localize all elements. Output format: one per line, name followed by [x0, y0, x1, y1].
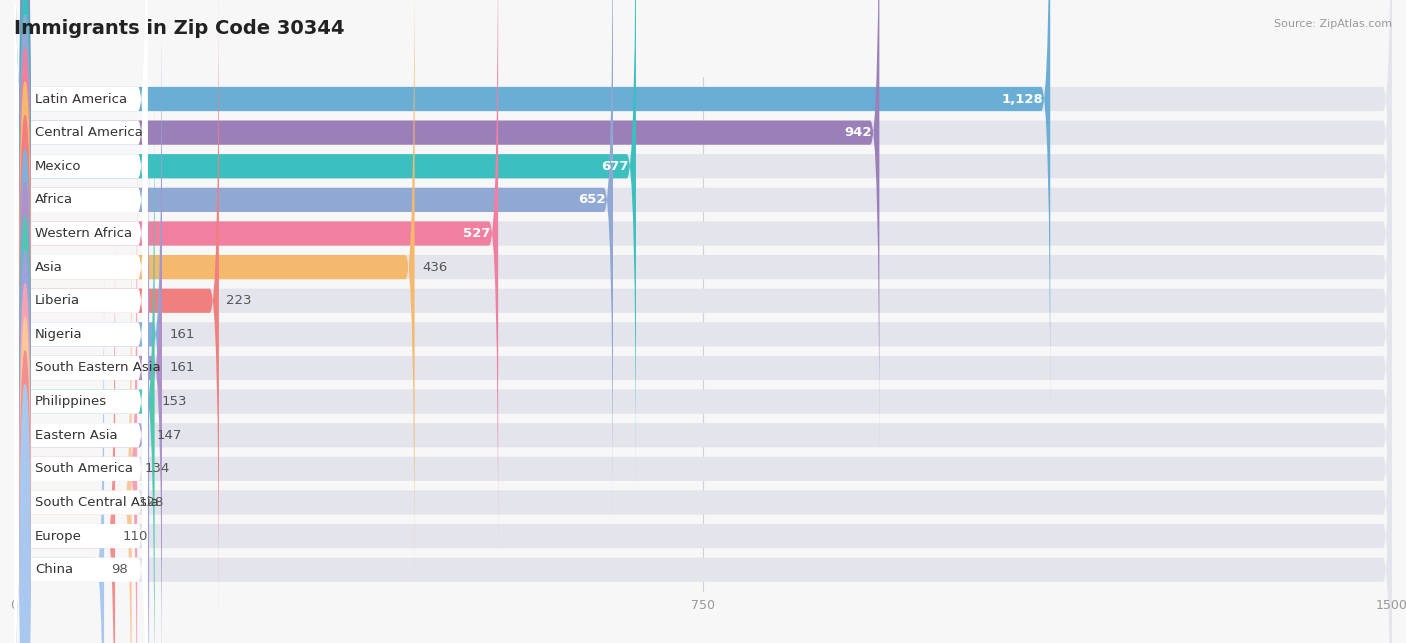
- Text: Immigrants in Zip Code 30344: Immigrants in Zip Code 30344: [14, 19, 344, 39]
- Text: Nigeria: Nigeria: [35, 328, 83, 341]
- Circle shape: [20, 0, 30, 284]
- FancyBboxPatch shape: [14, 0, 148, 625]
- Circle shape: [20, 284, 30, 643]
- Text: 153: 153: [162, 395, 187, 408]
- FancyBboxPatch shape: [14, 145, 1392, 643]
- Text: 527: 527: [464, 227, 491, 240]
- Text: Mexico: Mexico: [35, 159, 82, 173]
- FancyBboxPatch shape: [14, 0, 879, 457]
- FancyBboxPatch shape: [14, 44, 148, 643]
- Circle shape: [20, 15, 30, 385]
- Text: Latin America: Latin America: [35, 93, 128, 105]
- FancyBboxPatch shape: [14, 212, 1392, 643]
- Text: 1,128: 1,128: [1001, 93, 1043, 105]
- Text: Africa: Africa: [35, 194, 73, 206]
- Text: 147: 147: [156, 429, 181, 442]
- FancyBboxPatch shape: [14, 10, 1392, 643]
- FancyBboxPatch shape: [14, 212, 115, 643]
- Text: 128: 128: [139, 496, 165, 509]
- Text: Europe: Europe: [35, 530, 82, 543]
- Text: 223: 223: [226, 294, 252, 307]
- Text: 98: 98: [111, 563, 128, 576]
- FancyBboxPatch shape: [14, 78, 148, 643]
- Text: South America: South America: [35, 462, 134, 475]
- FancyBboxPatch shape: [14, 78, 1392, 643]
- FancyBboxPatch shape: [14, 0, 148, 557]
- FancyBboxPatch shape: [14, 10, 162, 643]
- FancyBboxPatch shape: [14, 111, 1392, 643]
- Text: Liberia: Liberia: [35, 294, 80, 307]
- FancyBboxPatch shape: [14, 78, 155, 643]
- Text: 110: 110: [122, 530, 148, 543]
- Circle shape: [20, 351, 30, 643]
- FancyBboxPatch shape: [14, 0, 1392, 557]
- Circle shape: [20, 318, 30, 643]
- Text: 134: 134: [145, 462, 170, 475]
- Text: 436: 436: [422, 260, 447, 274]
- FancyBboxPatch shape: [14, 0, 1392, 423]
- Circle shape: [20, 250, 30, 620]
- Text: China: China: [35, 563, 73, 576]
- Text: Philippines: Philippines: [35, 395, 107, 408]
- FancyBboxPatch shape: [14, 0, 1392, 491]
- FancyBboxPatch shape: [14, 178, 148, 643]
- Text: Central America: Central America: [35, 126, 143, 139]
- Circle shape: [20, 49, 30, 419]
- FancyBboxPatch shape: [14, 0, 636, 491]
- Circle shape: [20, 116, 30, 485]
- Circle shape: [20, 0, 30, 351]
- FancyBboxPatch shape: [14, 111, 149, 643]
- FancyBboxPatch shape: [14, 0, 1392, 625]
- Circle shape: [20, 217, 30, 586]
- FancyBboxPatch shape: [14, 178, 1392, 643]
- FancyBboxPatch shape: [14, 44, 1392, 643]
- FancyBboxPatch shape: [14, 44, 162, 643]
- Circle shape: [20, 82, 30, 452]
- FancyBboxPatch shape: [14, 178, 132, 643]
- FancyBboxPatch shape: [14, 0, 148, 457]
- FancyBboxPatch shape: [14, 0, 1392, 524]
- FancyBboxPatch shape: [14, 0, 498, 557]
- FancyBboxPatch shape: [14, 0, 219, 625]
- Text: Asia: Asia: [35, 260, 63, 274]
- FancyBboxPatch shape: [14, 10, 148, 643]
- Text: 161: 161: [169, 361, 194, 374]
- FancyBboxPatch shape: [14, 0, 148, 524]
- FancyBboxPatch shape: [14, 246, 104, 643]
- FancyBboxPatch shape: [14, 0, 1050, 423]
- FancyBboxPatch shape: [14, 0, 148, 591]
- FancyBboxPatch shape: [14, 111, 148, 643]
- FancyBboxPatch shape: [14, 246, 148, 643]
- FancyBboxPatch shape: [14, 0, 1392, 591]
- FancyBboxPatch shape: [14, 0, 148, 491]
- FancyBboxPatch shape: [14, 0, 415, 591]
- FancyBboxPatch shape: [14, 0, 613, 524]
- Circle shape: [20, 385, 30, 643]
- Circle shape: [20, 183, 30, 553]
- FancyBboxPatch shape: [14, 0, 148, 423]
- Text: South Central Asia: South Central Asia: [35, 496, 159, 509]
- Text: South Eastern Asia: South Eastern Asia: [35, 361, 160, 374]
- Text: 161: 161: [169, 328, 194, 341]
- FancyBboxPatch shape: [14, 246, 1392, 643]
- Text: 652: 652: [578, 194, 606, 206]
- Text: 942: 942: [845, 126, 872, 139]
- FancyBboxPatch shape: [14, 145, 148, 643]
- FancyBboxPatch shape: [14, 212, 148, 643]
- Text: Source: ZipAtlas.com: Source: ZipAtlas.com: [1274, 19, 1392, 30]
- Circle shape: [20, 0, 30, 318]
- FancyBboxPatch shape: [14, 145, 138, 643]
- Text: Western Africa: Western Africa: [35, 227, 132, 240]
- Circle shape: [20, 149, 30, 520]
- Text: Eastern Asia: Eastern Asia: [35, 429, 118, 442]
- FancyBboxPatch shape: [14, 0, 1392, 457]
- Text: 677: 677: [602, 159, 628, 173]
